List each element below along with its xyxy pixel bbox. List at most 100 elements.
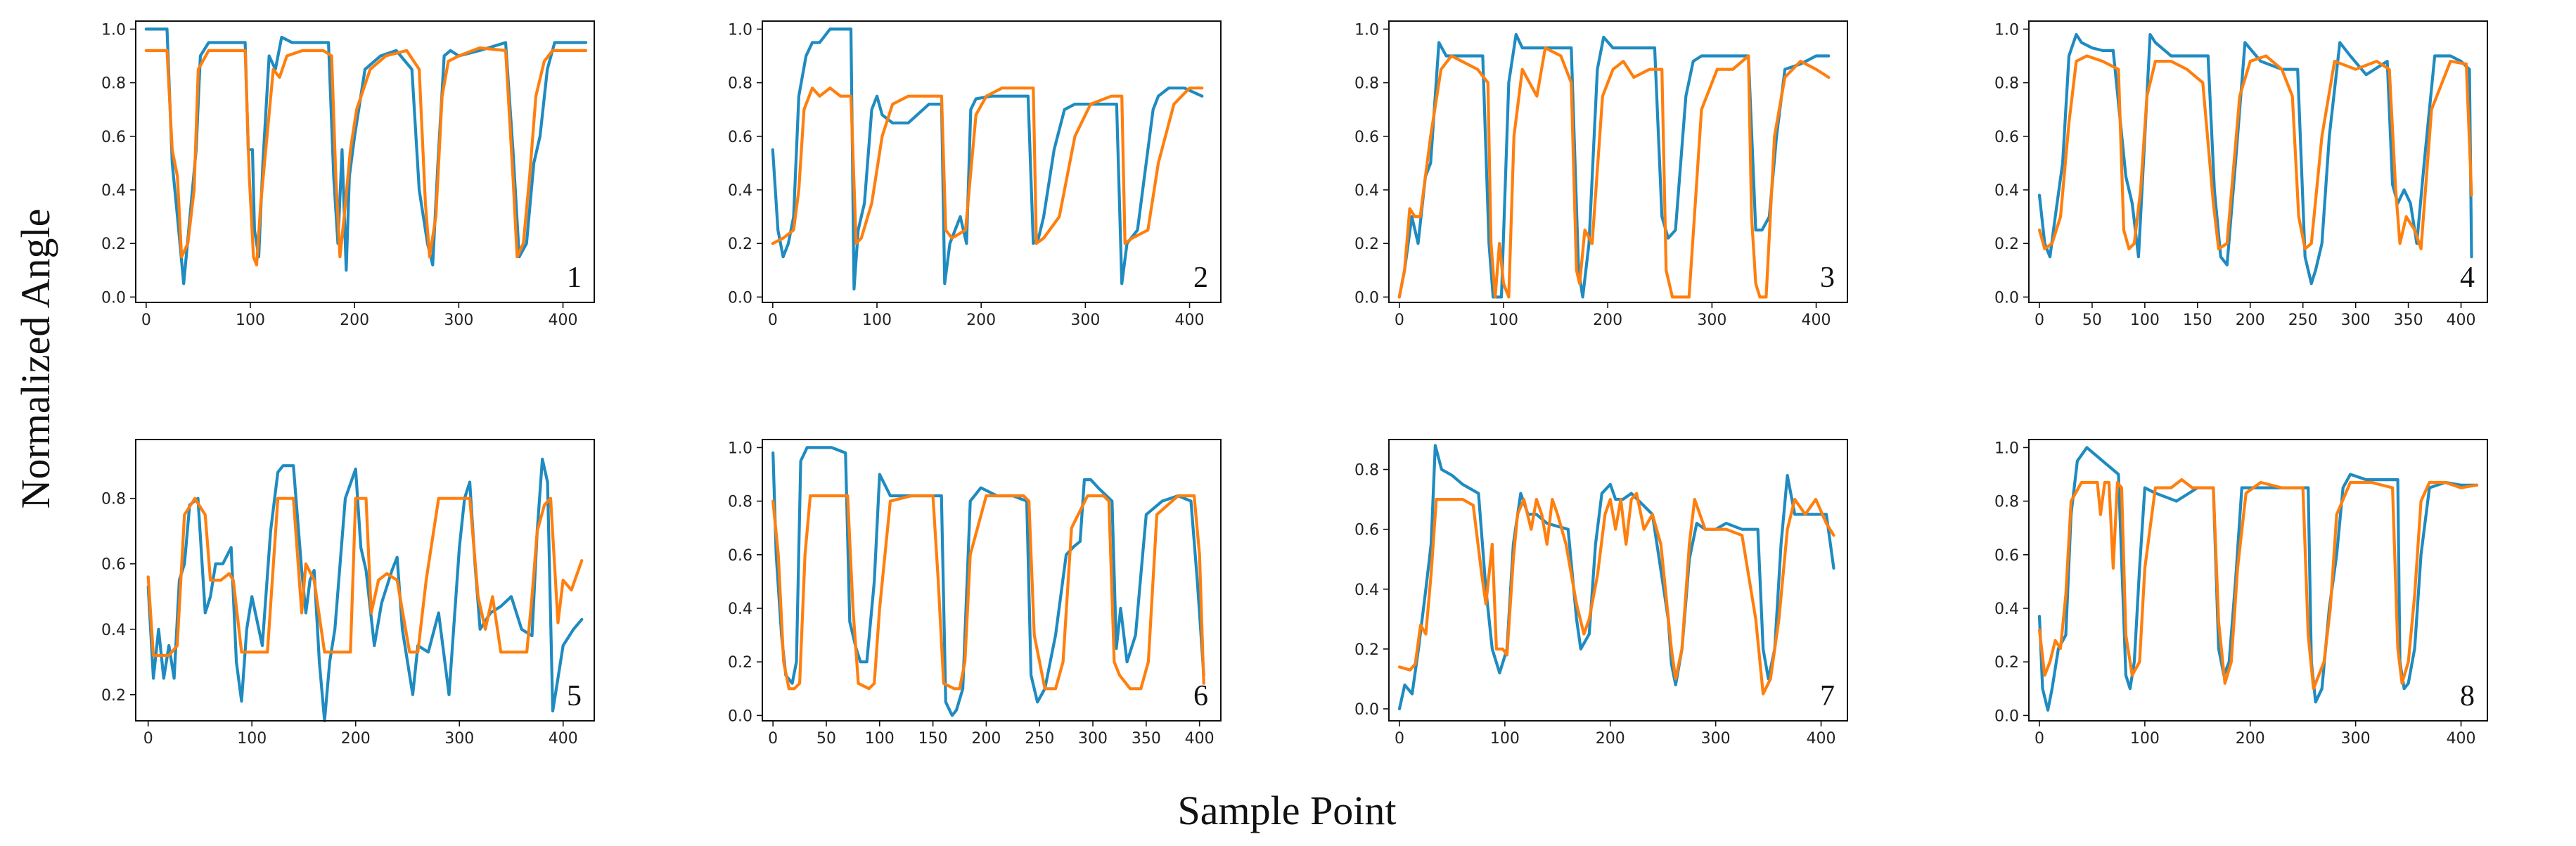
x-tick-label: 400 xyxy=(549,730,578,748)
y-tick-label: 0.4 xyxy=(728,601,752,618)
y-tick-label: 1.0 xyxy=(1354,21,1379,39)
y-tick-label: 0.4 xyxy=(101,622,126,639)
x-tick-label: 200 xyxy=(2236,312,2265,329)
x-tick-label: 200 xyxy=(1596,730,1625,748)
panel-3: 0 100 200 300 400 0.0 0.2 0.4 0.6 0.8 1.0 3 xyxy=(1354,20,1848,329)
plot-frame xyxy=(762,20,1222,303)
x-tick-label: 300 xyxy=(2341,730,2371,748)
panel-7: 0 100 200 300 400 0.0 0.2 0.4 0.6 0.8 7 xyxy=(1354,439,1848,748)
x-tick-label: 300 xyxy=(1078,730,1108,748)
x-tick-label: 400 xyxy=(549,312,578,329)
line-series_b xyxy=(2037,478,2479,691)
x-tick-label: 0 xyxy=(2034,730,2044,748)
y-tick-label: 0.6 xyxy=(1354,129,1379,146)
plot-frame xyxy=(1388,20,1848,303)
y-tick-label: 1.0 xyxy=(1994,21,2019,39)
x-tick-label: 300 xyxy=(1070,312,1100,329)
x-tick-label: 0 xyxy=(768,730,778,748)
x-tick-label: 250 xyxy=(1025,730,1054,748)
y-tick-label: 0.0 xyxy=(1994,289,2019,307)
y-tick-label: 0.8 xyxy=(1994,494,2019,511)
x-tick-label: 100 xyxy=(236,312,265,329)
x-tick-label: 50 xyxy=(816,730,836,748)
x-tick-label: 200 xyxy=(966,312,996,329)
panel-2: 0 100 200 300 400 0.0 0.2 0.4 0.6 0.8 1.0 2 xyxy=(728,20,1222,329)
y-tick-label: 0.2 xyxy=(728,236,752,253)
panel-4: 0 50 100 150 200 250 300 350 400 0.0 0.2 0.4 0.6 0.8 1… xyxy=(1994,20,2488,329)
y-tick-label: 1.0 xyxy=(101,21,126,39)
y-tick-label: 0.6 xyxy=(101,556,126,574)
y-tick-label: 0.8 xyxy=(728,494,752,511)
line-series_b xyxy=(144,46,588,267)
panel-8: 0 100 200 300 400 0.0 0.2 0.4 0.6 0.8 1.0 8 xyxy=(1994,439,2488,748)
x-tick-label: 400 xyxy=(1175,312,1205,329)
line-series_a xyxy=(146,457,584,723)
y-tick-label: 0.2 xyxy=(1994,236,2019,253)
plot-frame xyxy=(2028,20,2488,303)
y-tick-label: 0.0 xyxy=(728,289,752,307)
line-series_a xyxy=(1397,444,1835,711)
y-tick-label: 0.2 xyxy=(1354,641,1379,659)
line-series_a xyxy=(771,446,1205,717)
panel-number-label: 7 xyxy=(1820,680,1835,712)
x-tick-label: 200 xyxy=(341,730,371,748)
panel-number-label: 3 xyxy=(1820,262,1835,294)
line-series_a xyxy=(2037,32,2473,286)
y-tick-label: 1.0 xyxy=(1994,440,2019,457)
x-axis-title: Sample Point xyxy=(1178,788,1397,833)
y-tick-label: 0.6 xyxy=(728,547,752,565)
x-tick-label: 200 xyxy=(1593,312,1622,329)
x-tick-label: 100 xyxy=(862,312,892,329)
y-tick-label: 0.2 xyxy=(101,687,126,705)
panel-number-label: 6 xyxy=(1193,680,1208,712)
y-tick-label: 0.0 xyxy=(1994,707,2019,725)
y-tick-label: 0.2 xyxy=(101,236,126,253)
plot-frame xyxy=(762,439,1222,722)
y-tick-label: 0.0 xyxy=(101,289,126,307)
plot-frame xyxy=(2028,439,2488,722)
y-tick-label: 0.6 xyxy=(101,129,126,146)
y-tick-label: 0.0 xyxy=(1354,701,1379,719)
line-series_a xyxy=(1397,32,1831,299)
y-tick-label: 0.4 xyxy=(1994,182,2019,200)
y-tick-label: 0.4 xyxy=(1354,182,1379,200)
y-tick-label: 0.8 xyxy=(728,75,752,93)
y-tick-label: 1.0 xyxy=(728,21,752,39)
x-tick-label: 350 xyxy=(2394,312,2423,329)
y-tick-label: 0.6 xyxy=(1994,129,2019,146)
panel-number-label: 5 xyxy=(567,680,582,712)
line-series_a xyxy=(144,27,588,286)
x-tick-label: 250 xyxy=(2288,312,2318,329)
x-tick-label: 100 xyxy=(1489,312,1518,329)
plot-frame xyxy=(135,439,595,722)
y-tick-label: 0.4 xyxy=(1354,582,1379,599)
x-tick-label: 0 xyxy=(1395,312,1404,329)
x-tick-label: 400 xyxy=(1185,730,1215,748)
y-tick-label: 0.8 xyxy=(1354,75,1379,93)
x-tick-label: 300 xyxy=(1701,730,1731,748)
line-series_b xyxy=(771,494,1205,691)
y-tick-label: 1.0 xyxy=(728,440,752,457)
x-tick-label: 0 xyxy=(143,730,153,748)
x-tick-label: 100 xyxy=(2130,312,2160,329)
panel-6: 0 50 100 150 200 250 300 350 400 0.0 0.2 0.4 0.6 0.8 1… xyxy=(728,439,1222,748)
x-tick-label: 100 xyxy=(237,730,267,748)
x-tick-label: 400 xyxy=(2447,312,2476,329)
y-tick-label: 0.8 xyxy=(1354,462,1379,480)
x-tick-label: 200 xyxy=(971,730,1001,748)
y-tick-label: 0.6 xyxy=(1994,547,2019,565)
y-tick-label: 0.8 xyxy=(101,75,126,93)
y-tick-label: 0.2 xyxy=(1354,236,1379,253)
x-tick-label: 300 xyxy=(444,730,474,748)
x-tick-label: 200 xyxy=(340,312,369,329)
x-tick-label: 100 xyxy=(2130,730,2160,748)
line-series_b xyxy=(1397,46,1831,299)
plot-frame xyxy=(1388,439,1848,722)
y-tick-label: 0.4 xyxy=(1994,601,2019,618)
panel-1: 0 100 200 300 400 0.0 0.2 0.4 0.6 0.8 1.0 1 xyxy=(101,20,595,329)
panel-number-label: 4 xyxy=(2460,262,2475,294)
x-tick-label: 300 xyxy=(1697,312,1726,329)
y-tick-label: 0.8 xyxy=(101,491,126,508)
